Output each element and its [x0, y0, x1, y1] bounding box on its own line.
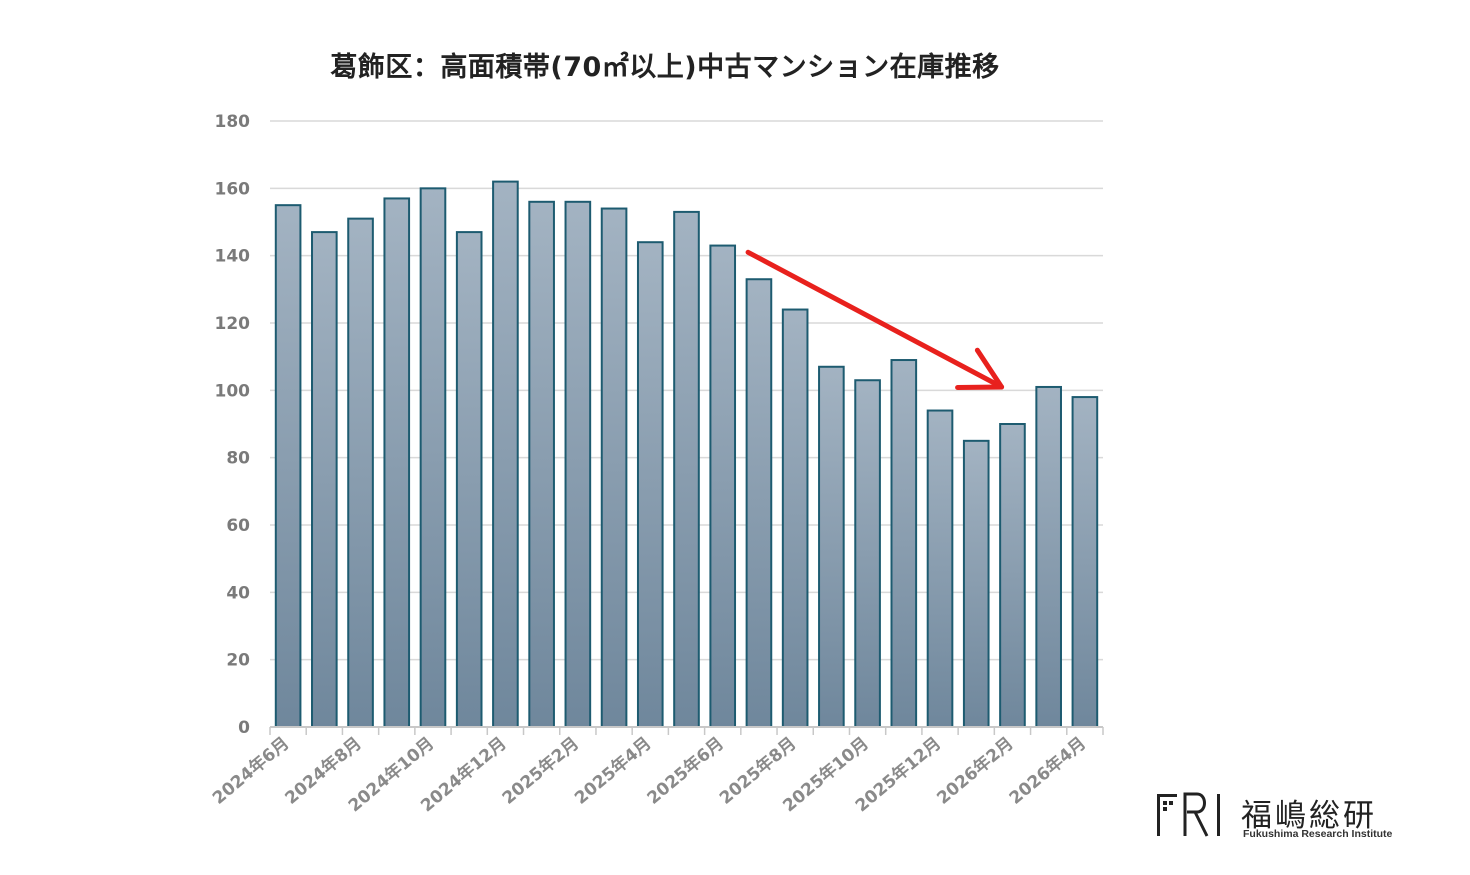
logo-name: 福嶋総研: [1241, 798, 1377, 834]
logo-subtitle: Fukushima Research Institute: [1243, 828, 1393, 840]
x-axis-ticks: 2024年6月2024年8月2024年10月2024年12月2025年2月202…: [208, 733, 1090, 817]
bar: [818, 365, 845, 728]
bar: [311, 231, 338, 728]
y-tick-label: 40: [226, 583, 250, 603]
bars: [274, 180, 1099, 729]
bar: [528, 200, 555, 729]
bar: [854, 379, 881, 728]
y-tick-label: 160: [215, 179, 251, 199]
bar: [745, 278, 773, 728]
bar: [890, 359, 918, 728]
y-tick-label: 60: [226, 516, 250, 536]
x-axis: [269, 726, 1104, 735]
x-tick-label: 2025年2月: [498, 733, 583, 809]
bar: [564, 200, 592, 729]
x-tick-label: 2026年4月: [1005, 733, 1090, 809]
y-tick-label: 100: [215, 381, 251, 401]
x-tick-label: 2025年4月: [571, 733, 656, 809]
bar: [781, 308, 809, 728]
chart-title: 葛飾区：高面積帯(70㎡以上)中古マンション在庫推移: [330, 52, 1000, 83]
logo: 福嶋総研 Fukushima Research Institute: [1155, 790, 1405, 846]
trend-arrow-head: [955, 347, 1005, 390]
bar: [492, 180, 519, 729]
bar: [419, 187, 447, 729]
bar: [962, 439, 990, 728]
bar: [709, 244, 737, 728]
y-axis-ticks: 0 20 40 60 80 100 120 140 160 180: [215, 112, 251, 738]
bar: [1071, 396, 1099, 728]
bar: [383, 197, 411, 728]
bar: [999, 423, 1026, 728]
y-tick-label: 180: [215, 112, 251, 132]
bar: [455, 231, 483, 728]
bar: [926, 409, 954, 728]
bar: [673, 210, 700, 728]
x-tick-label: 2024年6月: [208, 733, 293, 809]
bar: [1035, 385, 1062, 728]
bar: [274, 204, 302, 728]
bar: [636, 241, 664, 728]
y-tick-label: 140: [215, 247, 251, 267]
y-tick-label: 0: [238, 718, 250, 738]
y-tick-label: 80: [226, 449, 250, 469]
fri-logo-mark: [1157, 792, 1220, 837]
x-tick-label: 2025年6月: [643, 733, 728, 809]
bar: [600, 207, 628, 729]
x-tick-label: 2026年2月: [933, 733, 1018, 809]
y-tick-label: 120: [215, 314, 251, 334]
bar: [347, 217, 374, 728]
trend-arrow-shaft: [745, 249, 1005, 390]
trend-annotation: [745, 249, 1005, 390]
y-tick-label: 20: [226, 651, 250, 671]
